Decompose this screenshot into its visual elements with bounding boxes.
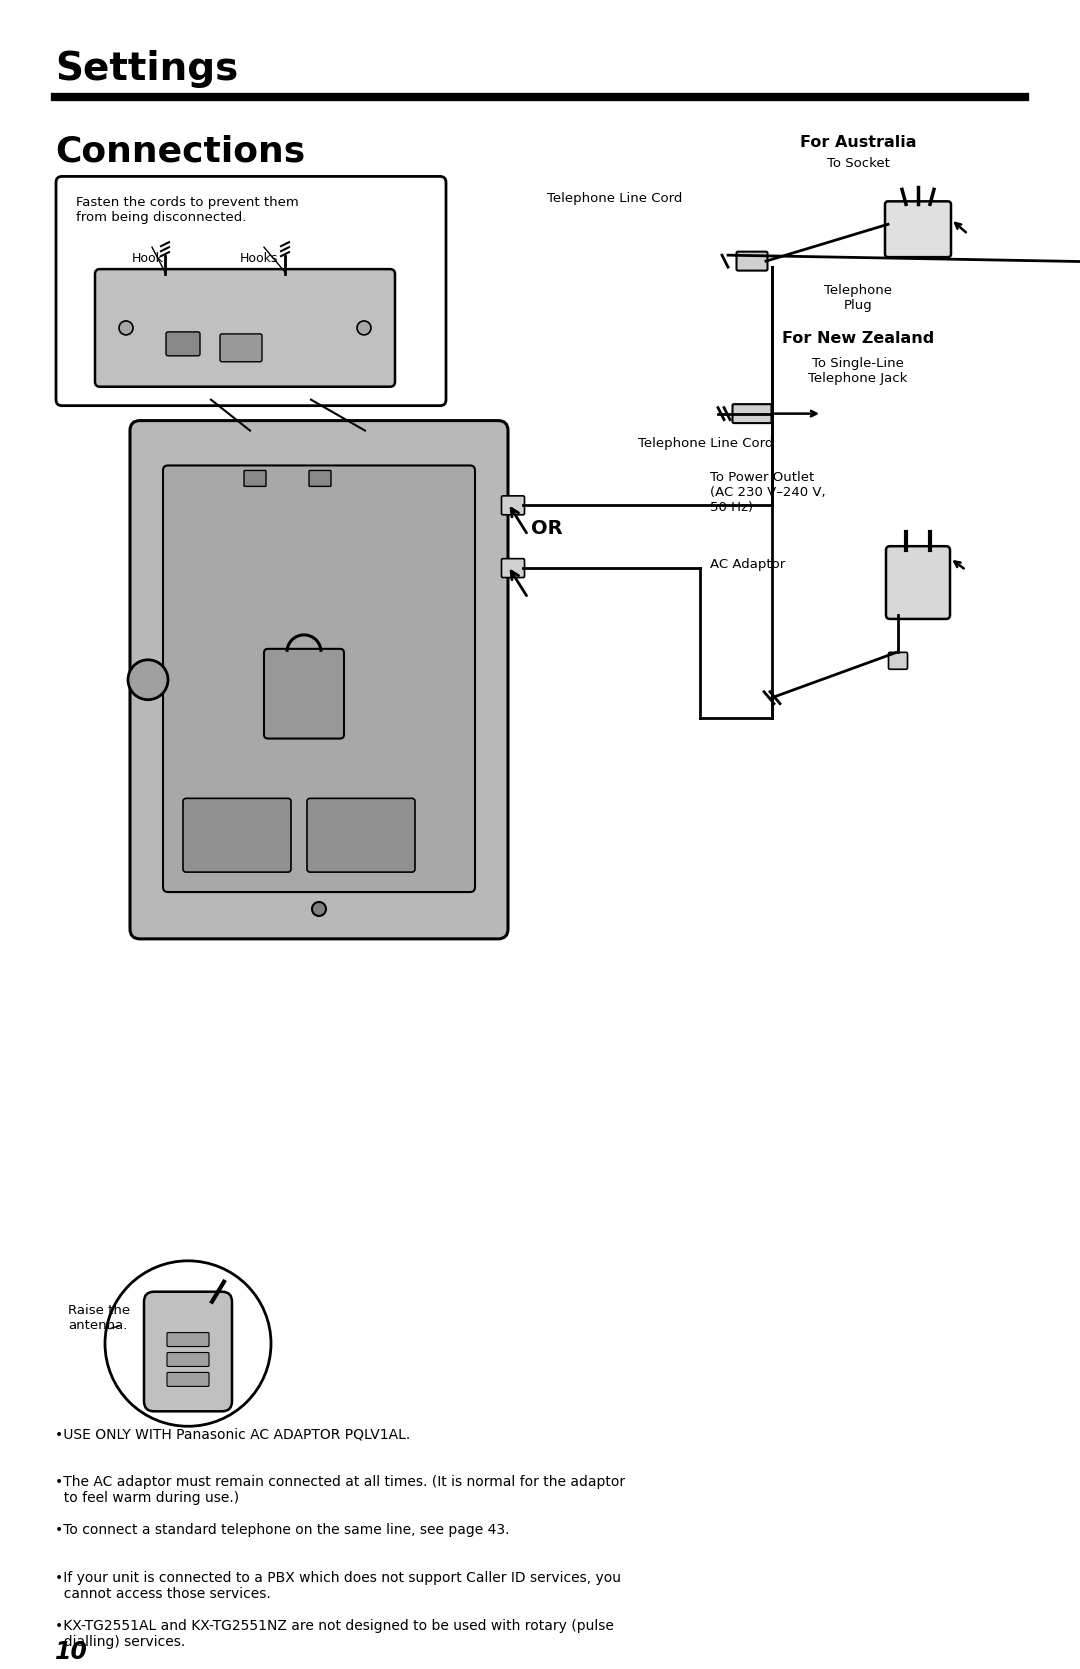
FancyBboxPatch shape bbox=[309, 471, 330, 486]
Text: OR: OR bbox=[531, 519, 563, 537]
FancyBboxPatch shape bbox=[167, 1332, 210, 1347]
FancyBboxPatch shape bbox=[737, 252, 768, 270]
Text: •The AC adaptor must remain connected at all times. (It is normal for the adapto: •The AC adaptor must remain connected at… bbox=[55, 1475, 625, 1505]
Text: For New Zealand: For New Zealand bbox=[782, 330, 934, 345]
FancyBboxPatch shape bbox=[886, 546, 950, 619]
Text: Raise the
antenna.: Raise the antenna. bbox=[68, 1303, 130, 1332]
Text: Hook: Hook bbox=[132, 252, 164, 265]
Text: For Australia: For Australia bbox=[800, 135, 916, 150]
Text: •KX-TG2551AL and KX-TG2551NZ are not designed to be used with rotary (pulse
  di: •KX-TG2551AL and KX-TG2551NZ are not des… bbox=[55, 1619, 613, 1649]
FancyBboxPatch shape bbox=[501, 496, 525, 514]
Circle shape bbox=[357, 320, 372, 335]
FancyBboxPatch shape bbox=[501, 559, 525, 577]
Circle shape bbox=[119, 320, 133, 335]
FancyBboxPatch shape bbox=[130, 421, 508, 940]
FancyBboxPatch shape bbox=[732, 404, 771, 424]
FancyBboxPatch shape bbox=[166, 332, 200, 355]
FancyBboxPatch shape bbox=[163, 466, 475, 891]
FancyBboxPatch shape bbox=[885, 202, 951, 257]
Text: Telephone Line Cord: Telephone Line Cord bbox=[638, 437, 773, 449]
FancyBboxPatch shape bbox=[220, 334, 262, 362]
Text: •USE ONLY WITH Panasonic AC ADAPTOR PQLV1AL.: •USE ONLY WITH Panasonic AC ADAPTOR PQLV… bbox=[55, 1427, 410, 1442]
FancyBboxPatch shape bbox=[889, 653, 907, 669]
Text: •To connect a standard telephone on the same line, see page 43.: •To connect a standard telephone on the … bbox=[55, 1522, 510, 1537]
Text: Telephone Line Cord: Telephone Line Cord bbox=[548, 192, 683, 205]
Circle shape bbox=[312, 901, 326, 916]
Text: To Socket: To Socket bbox=[826, 157, 890, 170]
FancyBboxPatch shape bbox=[244, 471, 266, 486]
Text: •If your unit is connected to a PBX which does not support Caller ID services, y: •If your unit is connected to a PBX whic… bbox=[55, 1571, 621, 1601]
Text: Fasten the cords to prevent them
from being disconnected.: Fasten the cords to prevent them from be… bbox=[76, 197, 299, 224]
Text: Settings: Settings bbox=[55, 50, 239, 88]
FancyBboxPatch shape bbox=[167, 1372, 210, 1387]
Text: 10: 10 bbox=[55, 1639, 87, 1664]
Text: To Single-Line
Telephone Jack: To Single-Line Telephone Jack bbox=[808, 357, 907, 386]
Text: Telephone
Plug: Telephone Plug bbox=[824, 284, 892, 312]
FancyBboxPatch shape bbox=[264, 649, 345, 739]
Text: Hooks: Hooks bbox=[240, 252, 279, 265]
FancyBboxPatch shape bbox=[144, 1292, 232, 1412]
FancyBboxPatch shape bbox=[95, 269, 395, 387]
Text: AC Adaptor: AC Adaptor bbox=[710, 557, 785, 571]
FancyBboxPatch shape bbox=[183, 798, 291, 873]
FancyBboxPatch shape bbox=[56, 177, 446, 406]
Text: Connections: Connections bbox=[55, 135, 306, 169]
FancyBboxPatch shape bbox=[307, 798, 415, 873]
Circle shape bbox=[105, 1260, 271, 1427]
Circle shape bbox=[129, 659, 168, 699]
Text: To Power Outlet
(AC 230 V–240 V,
50 Hz): To Power Outlet (AC 230 V–240 V, 50 Hz) bbox=[710, 471, 825, 514]
FancyBboxPatch shape bbox=[167, 1352, 210, 1367]
